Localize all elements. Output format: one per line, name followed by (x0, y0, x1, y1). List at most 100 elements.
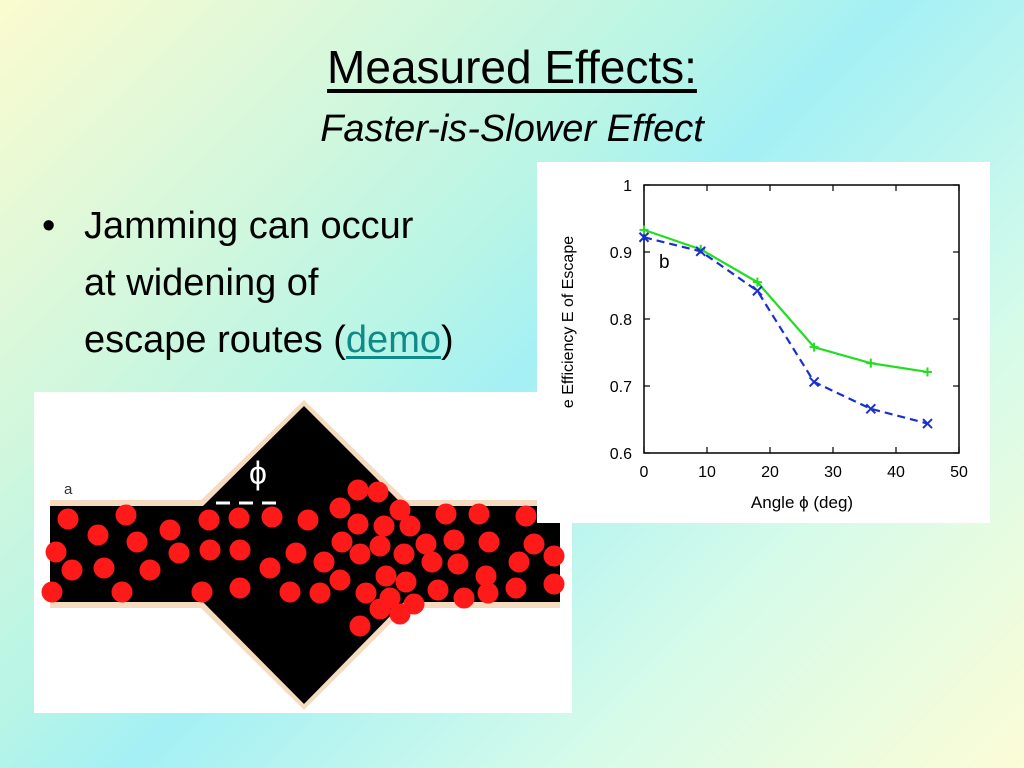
particle (508, 551, 530, 573)
particle (453, 587, 475, 609)
particle (313, 551, 335, 573)
x-tick-label: 20 (761, 464, 779, 481)
particle (285, 542, 307, 564)
particle (87, 524, 109, 546)
particle (427, 579, 449, 601)
slide-title: Measured Effects: (327, 41, 697, 93)
simulation-svg: ϕ a (41, 400, 565, 710)
particle (393, 543, 415, 565)
particle (115, 504, 137, 526)
simulation-panel-label: a (64, 481, 73, 498)
particle (279, 581, 301, 603)
particle (349, 615, 371, 637)
x-tick-label: 40 (887, 464, 905, 481)
angle-symbol: ϕ (249, 455, 267, 491)
particle (443, 529, 465, 551)
particle (309, 582, 331, 604)
y-tick-label: 0.6 (610, 446, 632, 463)
series-line-2 (643, 236, 928, 425)
demo-link[interactable]: demo (345, 319, 441, 361)
series-2-point (865, 403, 877, 414)
y-tick-label: 0.9 (610, 245, 632, 262)
particle (93, 557, 115, 579)
series-2-point (695, 246, 706, 257)
x-axis: 0 10 20 30 40 50 (640, 185, 968, 481)
plot-frame (643, 184, 960, 454)
particle (477, 582, 499, 604)
particle (373, 515, 395, 537)
chart-panel-label: b (659, 252, 670, 273)
particles (41, 479, 565, 637)
x-tick-label: 10 (698, 464, 716, 481)
bullet-line-3: escape routes (demo) (84, 312, 564, 369)
x-tick-label: 0 (640, 464, 649, 481)
y-axis-label: e Efficiency E of Escape (560, 236, 577, 408)
particle (355, 582, 377, 604)
particle (399, 515, 421, 537)
particle (261, 506, 283, 528)
particle (475, 565, 497, 587)
particle (259, 557, 281, 579)
series-layer (638, 225, 933, 429)
particle (139, 559, 161, 581)
particle (349, 543, 371, 565)
y-tick-label: 0.8 (610, 312, 632, 329)
particle (61, 559, 83, 581)
particle (389, 499, 411, 521)
particle (415, 533, 437, 555)
particle (375, 565, 397, 587)
particle (329, 569, 351, 591)
particle (168, 542, 190, 564)
particle (229, 577, 251, 599)
particle (229, 539, 251, 561)
particle (347, 479, 369, 501)
particle (126, 531, 148, 553)
particle (199, 539, 221, 561)
series-1-point (809, 342, 819, 352)
series-1-point (866, 358, 876, 368)
bullet-line-3-prefix: escape routes ( (84, 319, 346, 361)
series-1-point (639, 225, 649, 235)
x-tick-label: 50 (950, 464, 968, 481)
particle (191, 581, 213, 603)
particle (347, 513, 369, 535)
particle (369, 598, 391, 620)
particle (228, 507, 250, 529)
series-2-point (808, 376, 820, 388)
particle (297, 509, 319, 531)
particle (41, 581, 63, 603)
series-line-1 (643, 228, 928, 374)
simulation-figure: ϕ a (34, 392, 572, 713)
particle (45, 541, 67, 563)
particle (389, 603, 411, 625)
particle (505, 577, 527, 599)
particle (421, 551, 443, 573)
particle (331, 531, 353, 553)
chart-figure: 0 10 20 30 40 50 0.6 0.7 0.8 0.9 1 Angle ϕ (deg) … (537, 162, 990, 523)
efficiency-chart: 0 10 20 30 40 50 0.60.70.80.91 Angle ϕ (deg) … (560, 178, 968, 512)
series-1-point (752, 277, 762, 287)
x-axis-label: Angle ϕ (deg) (751, 493, 853, 512)
series-2-point (752, 285, 763, 297)
particle (329, 497, 351, 519)
particle (198, 509, 220, 531)
particle (111, 581, 133, 603)
bullet-marker: • (42, 205, 56, 247)
particle (367, 481, 389, 503)
bullet-line-2: at widening of (84, 262, 319, 304)
y-tick-label: 0.7 (610, 379, 632, 396)
particle (543, 545, 565, 567)
slide-subtitle: Faster-is-Slower Effect (320, 108, 704, 150)
particle (468, 503, 490, 525)
particle (435, 503, 457, 525)
particle (478, 531, 500, 553)
bullet-line-3-suffix: ) (440, 319, 454, 361)
bullet-line-1: Jamming can occur (84, 205, 414, 247)
particle (543, 573, 565, 595)
series-2-point (922, 418, 933, 429)
y-axis: 0.6 0.7 0.8 0.9 1 (610, 178, 959, 463)
series-1-point (923, 367, 932, 377)
particle (369, 535, 391, 557)
particle (395, 571, 417, 593)
particle (447, 553, 469, 575)
